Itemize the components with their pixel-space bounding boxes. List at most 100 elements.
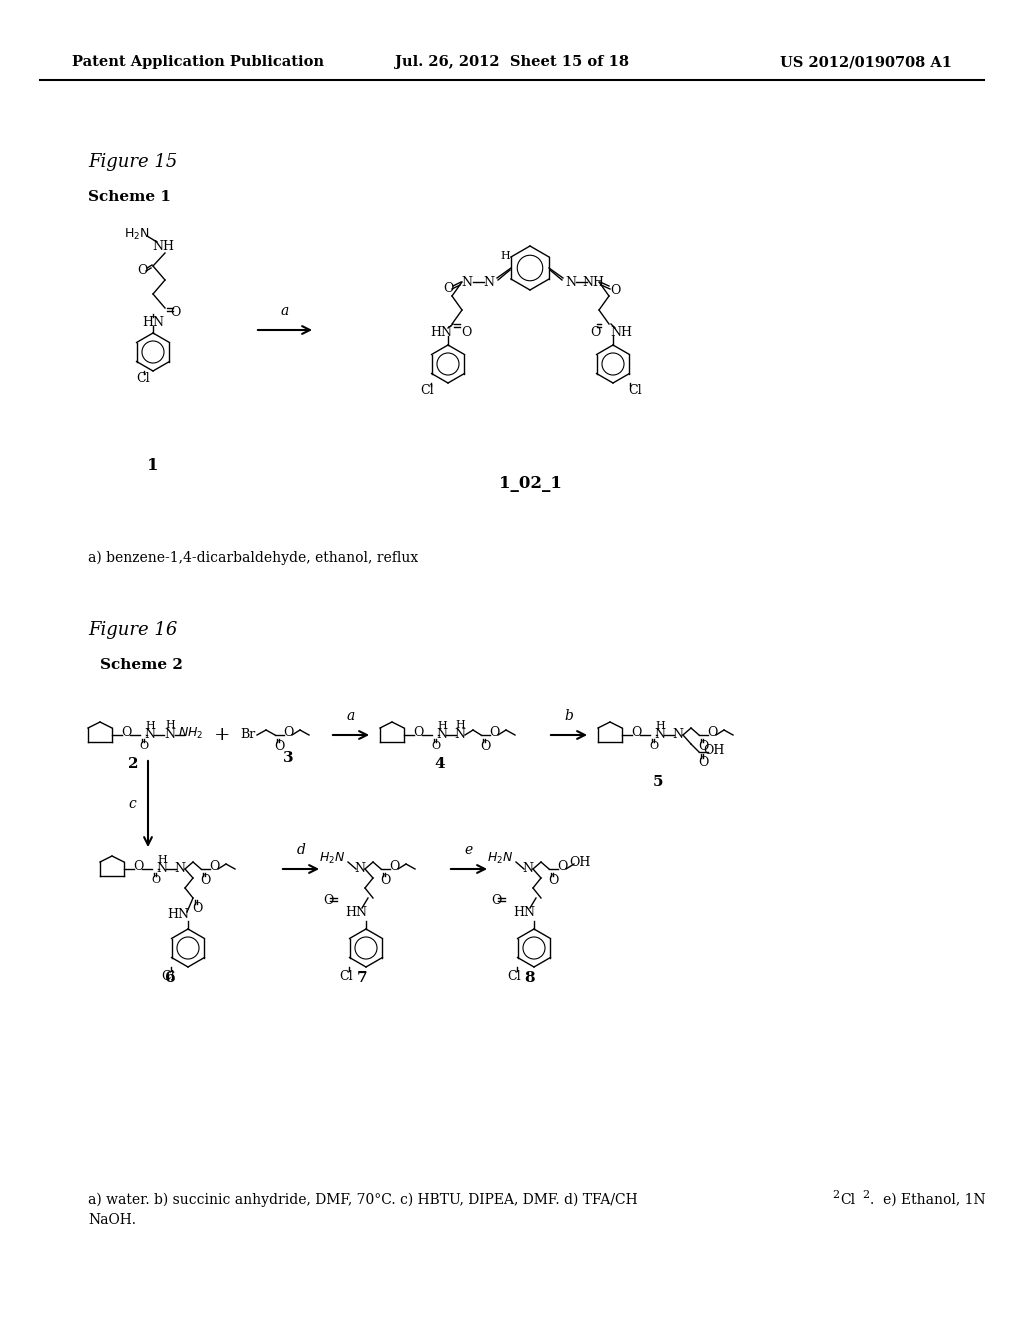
Text: N: N: [455, 729, 466, 742]
Text: Figure 16: Figure 16: [88, 620, 177, 639]
Text: d: d: [297, 843, 305, 857]
Text: Cl: Cl: [420, 384, 434, 396]
Text: O: O: [490, 894, 501, 907]
Text: 1_02_1: 1_02_1: [499, 474, 561, 491]
Text: O: O: [389, 861, 399, 874]
Text: Cl: Cl: [507, 969, 521, 982]
Text: 4: 4: [434, 756, 445, 771]
Text: H: H: [165, 719, 175, 730]
Text: O: O: [431, 741, 440, 751]
Text: O: O: [461, 326, 471, 338]
Text: a) benzene-1,4-dicarbaldehyde, ethanol, reflux: a) benzene-1,4-dicarbaldehyde, ethanol, …: [88, 550, 418, 565]
Text: HN: HN: [513, 906, 535, 919]
Text: a: a: [347, 709, 355, 723]
Text: N: N: [436, 729, 447, 742]
Text: .  e) Ethanol, 1N: . e) Ethanol, 1N: [870, 1193, 986, 1206]
Text: O: O: [413, 726, 423, 739]
Text: O: O: [548, 874, 558, 887]
Text: 2: 2: [862, 1191, 869, 1200]
Text: Cl: Cl: [628, 384, 642, 396]
Text: 5: 5: [652, 775, 664, 789]
Text: H: H: [500, 251, 510, 261]
Text: H: H: [655, 721, 665, 731]
Text: Cl: Cl: [840, 1193, 855, 1206]
Text: N: N: [462, 276, 472, 289]
Text: N: N: [354, 862, 366, 875]
Text: N: N: [565, 276, 577, 289]
Text: Scheme 2: Scheme 2: [100, 657, 183, 672]
Text: O: O: [480, 739, 490, 752]
Text: c: c: [128, 797, 136, 810]
Text: O: O: [610, 284, 621, 297]
Text: HN: HN: [345, 906, 367, 919]
Text: NH: NH: [610, 326, 632, 338]
Text: $H_2N$: $H_2N$: [318, 850, 345, 866]
Text: 8: 8: [524, 972, 536, 985]
Text: O: O: [442, 281, 454, 294]
Text: 3: 3: [283, 751, 293, 766]
Text: H: H: [157, 855, 167, 865]
Text: HN: HN: [167, 908, 189, 921]
Text: NH: NH: [582, 276, 604, 289]
Text: e: e: [465, 843, 473, 857]
Text: a: a: [281, 304, 289, 318]
Text: b: b: [564, 709, 573, 723]
Text: $\mathsf{H_2N}$: $\mathsf{H_2N}$: [124, 227, 150, 242]
Text: O: O: [697, 755, 709, 768]
Text: Cl: Cl: [339, 969, 353, 982]
Text: HN: HN: [142, 315, 164, 329]
Text: N: N: [673, 729, 683, 742]
Text: O: O: [209, 861, 219, 874]
Text: O: O: [170, 305, 180, 318]
Text: NaOH.: NaOH.: [88, 1213, 136, 1228]
Text: O: O: [590, 326, 600, 338]
Text: N: N: [522, 862, 534, 875]
Text: OH: OH: [703, 743, 725, 756]
Text: H: H: [145, 721, 155, 731]
Text: O: O: [557, 861, 567, 874]
Text: O: O: [380, 874, 390, 887]
Text: 2: 2: [831, 1191, 839, 1200]
Text: O: O: [697, 739, 709, 752]
Text: $NH_2$: $NH_2$: [178, 726, 204, 741]
Text: O: O: [273, 739, 285, 752]
Text: NH: NH: [152, 239, 174, 252]
Text: 1: 1: [147, 457, 159, 474]
Text: O: O: [649, 741, 658, 751]
Text: O: O: [707, 726, 717, 739]
Text: HN: HN: [430, 326, 452, 338]
Text: a) water. b) succinic anhydride, DMF, 70°C. c) HBTU, DIPEA, DMF. d) TFA/CH: a) water. b) succinic anhydride, DMF, 70…: [88, 1193, 638, 1208]
Text: O: O: [152, 875, 161, 884]
Text: N: N: [483, 276, 495, 289]
Text: 7: 7: [356, 972, 368, 985]
Text: Br: Br: [241, 729, 256, 742]
Text: O: O: [139, 741, 148, 751]
Text: H: H: [437, 721, 446, 731]
Text: OH: OH: [569, 855, 591, 869]
Text: $H_2N$: $H_2N$: [486, 850, 513, 866]
Text: US 2012/0190708 A1: US 2012/0190708 A1: [780, 55, 952, 69]
Text: Cl: Cl: [136, 371, 150, 384]
Text: Patent Application Publication: Patent Application Publication: [72, 55, 324, 69]
Text: Scheme 1: Scheme 1: [88, 190, 171, 205]
Text: N: N: [174, 862, 185, 875]
Text: N: N: [165, 729, 175, 742]
Text: 6: 6: [165, 972, 175, 985]
Text: O: O: [191, 902, 202, 915]
Text: O: O: [488, 726, 499, 739]
Text: O: O: [283, 726, 293, 739]
Text: N: N: [157, 862, 168, 875]
Text: Figure 15: Figure 15: [88, 153, 177, 172]
Text: Cl: Cl: [161, 969, 175, 982]
Text: O: O: [121, 726, 131, 739]
Text: O: O: [133, 861, 143, 874]
Text: O: O: [323, 894, 333, 907]
Text: H: H: [455, 719, 465, 730]
Text: N: N: [144, 729, 156, 742]
Text: O: O: [631, 726, 641, 739]
Text: Jul. 26, 2012  Sheet 15 of 18: Jul. 26, 2012 Sheet 15 of 18: [395, 55, 629, 69]
Text: O: O: [137, 264, 147, 276]
Text: N: N: [654, 729, 666, 742]
Text: O: O: [200, 874, 210, 887]
Text: 2: 2: [128, 756, 138, 771]
